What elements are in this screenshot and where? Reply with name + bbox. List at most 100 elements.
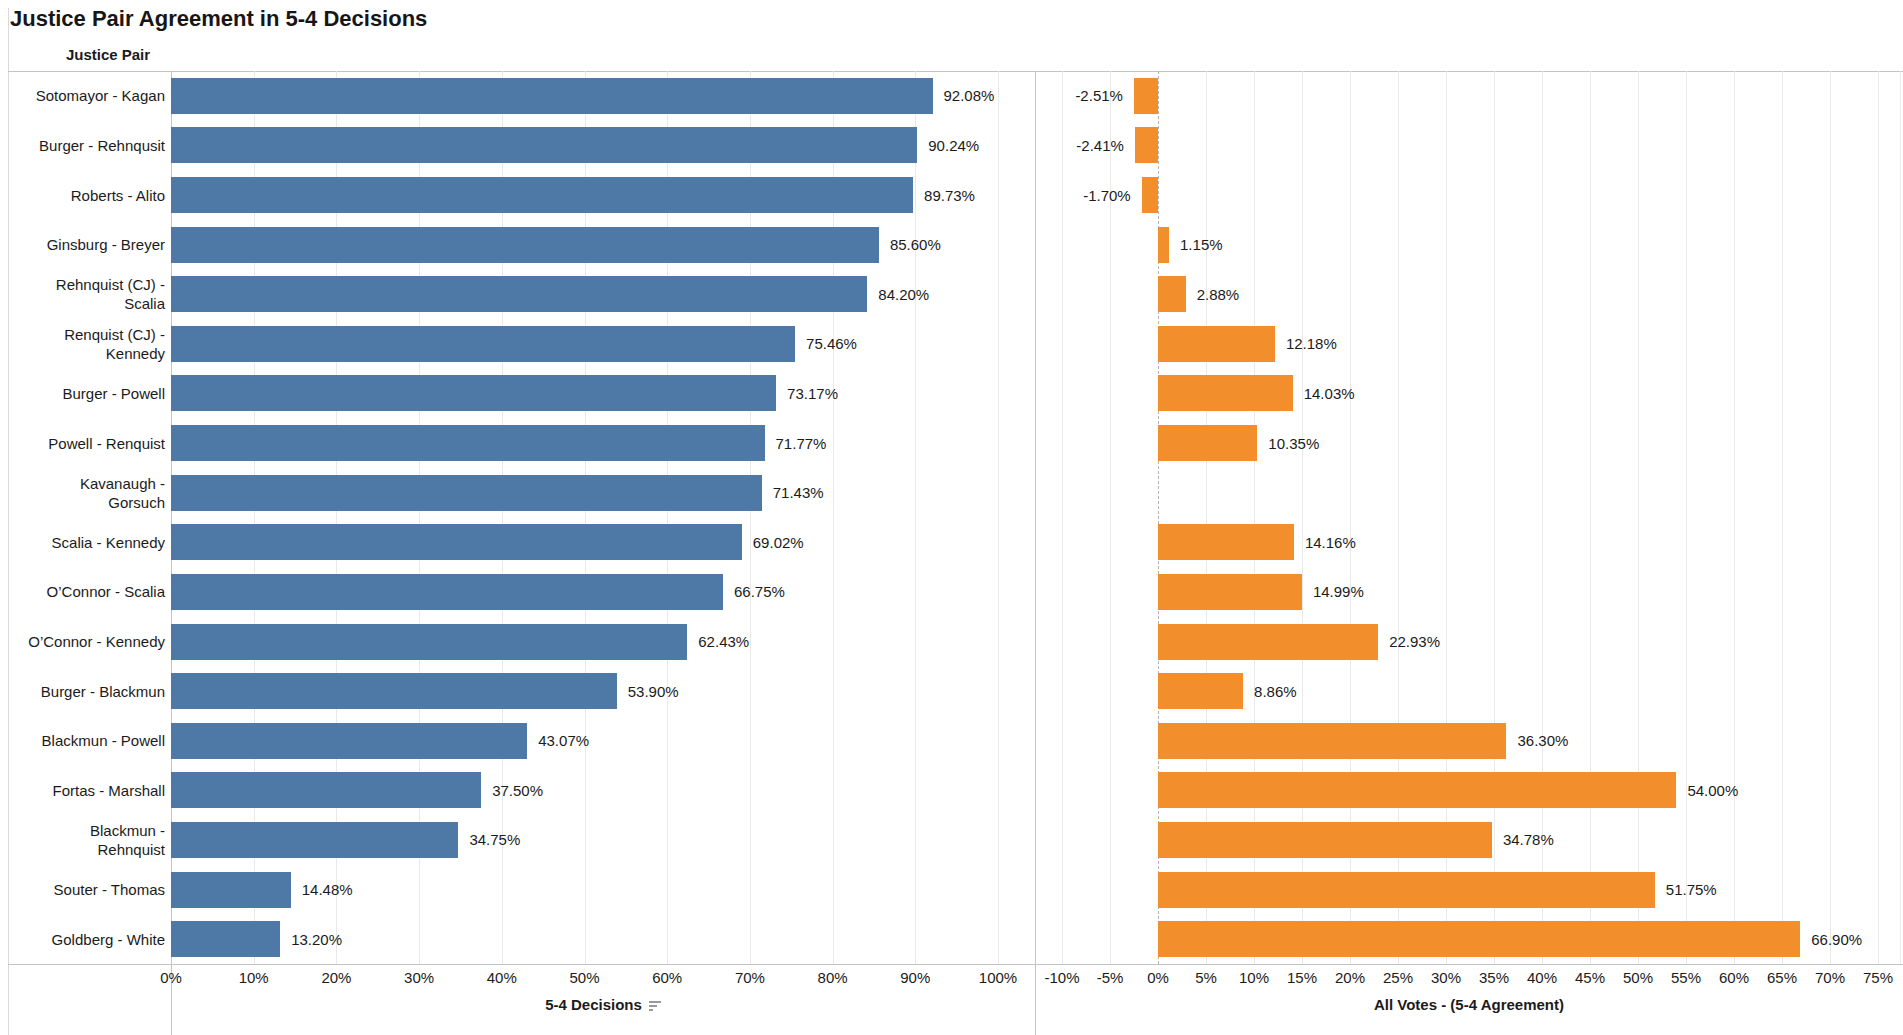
value-label: 14.99% xyxy=(1313,567,1364,617)
value-label: 22.93% xyxy=(1389,617,1440,667)
gridline xyxy=(1686,71,1687,964)
bar[interactable] xyxy=(171,772,481,808)
value-label: 8.86% xyxy=(1254,666,1297,716)
value-label: 62.43% xyxy=(698,617,749,667)
value-label: 14.48% xyxy=(302,865,353,915)
value-label: 66.75% xyxy=(734,567,785,617)
value-label: 13.20% xyxy=(291,914,342,964)
value-label: 71.43% xyxy=(773,468,824,518)
gridline xyxy=(998,71,999,964)
row-label: Renquist (CJ) - Kennedy xyxy=(8,319,165,369)
value-label: 89.73% xyxy=(924,170,975,220)
bar[interactable] xyxy=(171,475,762,511)
axis-title-5-4-decisions[interactable]: 5-4 Decisions xyxy=(171,996,1035,1013)
bar[interactable] xyxy=(171,375,776,411)
value-label: 14.03% xyxy=(1304,369,1355,419)
bar[interactable] xyxy=(1158,872,1655,908)
bar[interactable] xyxy=(1158,574,1302,610)
row-label: Burger - Blackmun xyxy=(8,666,165,716)
bar[interactable] xyxy=(171,227,879,263)
bar[interactable] xyxy=(171,524,742,560)
value-label: 51.75% xyxy=(1666,865,1717,915)
bar[interactable] xyxy=(1158,227,1169,263)
value-label: 53.90% xyxy=(628,666,679,716)
bar[interactable] xyxy=(1158,921,1800,957)
tick-label: 10% xyxy=(220,969,288,986)
gridline xyxy=(1782,71,1783,964)
value-label: 34.75% xyxy=(469,815,520,865)
tick-label: 70% xyxy=(716,969,784,986)
bar[interactable] xyxy=(171,574,723,610)
value-label: 75.46% xyxy=(806,319,857,369)
row-label: Rehnquist (CJ) - Scalia xyxy=(8,269,165,319)
sort-descending-icon[interactable] xyxy=(649,1001,661,1011)
row-label: Burger - Powell xyxy=(8,369,165,419)
bar[interactable] xyxy=(1158,375,1293,411)
tick-label: 0% xyxy=(137,969,205,986)
panel-separator-ruler xyxy=(1035,71,1036,1035)
bar[interactable] xyxy=(1158,276,1186,312)
tick-label: 40% xyxy=(468,969,536,986)
bar[interactable] xyxy=(171,673,617,709)
bar[interactable] xyxy=(171,425,765,461)
value-label: -1.70% xyxy=(1083,170,1131,220)
gridline xyxy=(915,71,916,964)
value-label: 90.24% xyxy=(928,121,979,171)
axis-title-text: All Votes - (5-4 Agreement) xyxy=(1374,996,1564,1013)
bar[interactable] xyxy=(171,78,933,114)
value-label: 14.16% xyxy=(1305,518,1356,568)
bar[interactable] xyxy=(171,624,687,660)
tick-label: 30% xyxy=(385,969,453,986)
chart-title: Justice Pair Agreement in 5-4 Decisions xyxy=(10,6,427,32)
tick-label: 90% xyxy=(881,969,949,986)
bar[interactable] xyxy=(171,723,527,759)
tick-label: 80% xyxy=(799,969,867,986)
row-label: Blackmun - Powell xyxy=(8,716,165,766)
row-header: Justice Pair xyxy=(28,46,188,63)
bar[interactable] xyxy=(171,276,867,312)
row-label: Burger - Rehnqusit xyxy=(8,121,165,171)
gridline xyxy=(1830,71,1831,964)
gridline xyxy=(1062,71,1063,964)
row-label: Goldberg - White xyxy=(8,914,165,964)
bar[interactable] xyxy=(1158,425,1257,461)
value-label: 37.50% xyxy=(492,766,543,816)
bar[interactable] xyxy=(1158,624,1378,660)
bar[interactable] xyxy=(1158,822,1492,858)
bar[interactable] xyxy=(171,822,458,858)
value-label: 71.77% xyxy=(776,418,827,468)
bar[interactable] xyxy=(1158,673,1243,709)
value-label: 10.35% xyxy=(1268,418,1319,468)
bar[interactable] xyxy=(1158,723,1506,759)
value-label: 66.90% xyxy=(1811,914,1862,964)
gridline xyxy=(1734,71,1735,964)
bar[interactable] xyxy=(171,872,291,908)
gridline xyxy=(1878,71,1879,964)
value-label: 34.78% xyxy=(1503,815,1554,865)
gridline xyxy=(1494,71,1495,964)
value-label: 12.18% xyxy=(1286,319,1337,369)
bar[interactable] xyxy=(1134,78,1158,114)
row-label: Fortas - Marshall xyxy=(8,766,165,816)
bar[interactable] xyxy=(1158,772,1676,808)
tick-label: 50% xyxy=(551,969,619,986)
bar[interactable] xyxy=(1142,177,1158,213)
tick-label: 100% xyxy=(964,969,1032,986)
tick-label: 60% xyxy=(633,969,701,986)
value-label: -2.41% xyxy=(1076,121,1124,171)
value-label: 1.15% xyxy=(1180,220,1223,270)
bar[interactable] xyxy=(171,127,917,163)
bar[interactable] xyxy=(171,177,913,213)
bar[interactable] xyxy=(171,326,795,362)
bar[interactable] xyxy=(1158,524,1294,560)
plot-bottom-border xyxy=(8,964,1903,965)
axis-title-all-votes: All Votes - (5-4 Agreement) xyxy=(1035,996,1903,1013)
bar[interactable] xyxy=(1158,326,1275,362)
row-label: Blackmun - Rehnquist xyxy=(8,815,165,865)
value-label: 36.30% xyxy=(1517,716,1568,766)
bar[interactable] xyxy=(1135,127,1158,163)
bar[interactable] xyxy=(171,921,280,957)
gridline xyxy=(1638,71,1639,964)
value-label: 84.20% xyxy=(878,269,929,319)
value-label: 69.02% xyxy=(753,518,804,568)
